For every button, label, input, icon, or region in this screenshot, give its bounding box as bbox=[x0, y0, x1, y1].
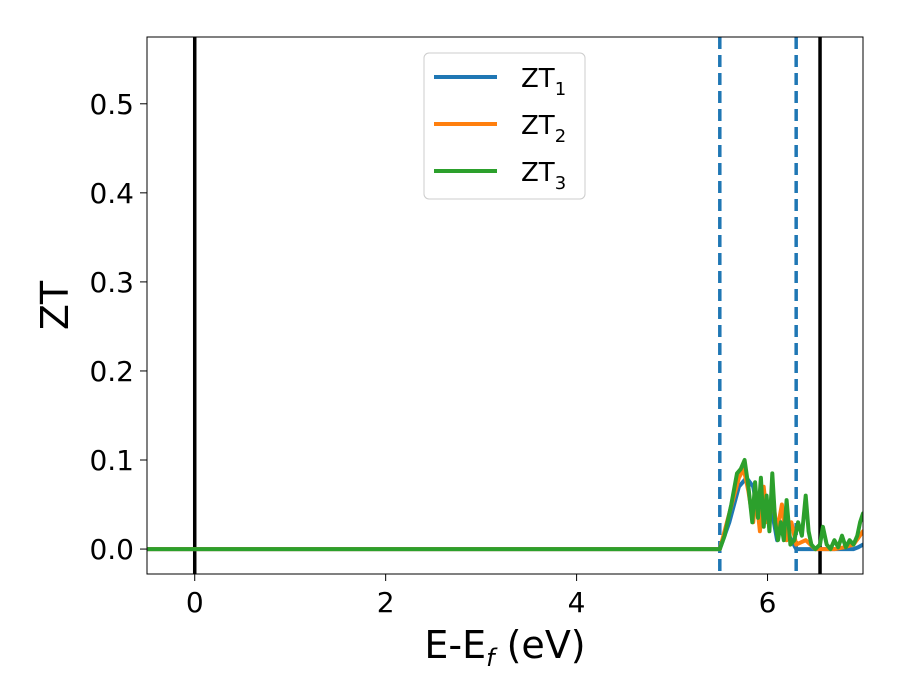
legend-box bbox=[423, 52, 586, 200]
y-tick-label: 0.5 bbox=[89, 88, 134, 121]
x-axis-label: E-Ef (eV) bbox=[424, 623, 585, 672]
x-axis-label-main: E-E bbox=[424, 623, 486, 667]
y-tick-label: 0.0 bbox=[89, 533, 134, 566]
y-tick-label: 0.4 bbox=[89, 177, 134, 210]
legend: ZT1 ZT2 ZT3 bbox=[423, 52, 586, 200]
x-axis-label-tail: (eV) bbox=[495, 623, 586, 667]
x-tick-label: 4 bbox=[568, 586, 586, 619]
plot-frame bbox=[146, 36, 864, 575]
y-tick-label: 0.3 bbox=[89, 266, 134, 299]
legend-label-3: ZT3 bbox=[521, 158, 566, 194]
series-layer bbox=[147, 458, 863, 552]
series-line-3 bbox=[147, 458, 863, 552]
axis-ticks: 0 2 4 6 0.0 0.1 0.2 0.3 0.4 0.5 bbox=[89, 88, 776, 619]
x-tick-label: 6 bbox=[759, 586, 777, 619]
x-tick-label: 2 bbox=[377, 586, 395, 619]
legend-label-2: ZT2 bbox=[521, 111, 566, 147]
y-tick-label: 0.1 bbox=[89, 444, 134, 477]
y-axis-label: ZT bbox=[33, 280, 77, 330]
reference-lines bbox=[192, 37, 822, 574]
x-tick-label: 0 bbox=[186, 586, 204, 619]
legend-label-1: ZT1 bbox=[521, 64, 566, 100]
y-tick-label: 0.2 bbox=[89, 355, 134, 388]
